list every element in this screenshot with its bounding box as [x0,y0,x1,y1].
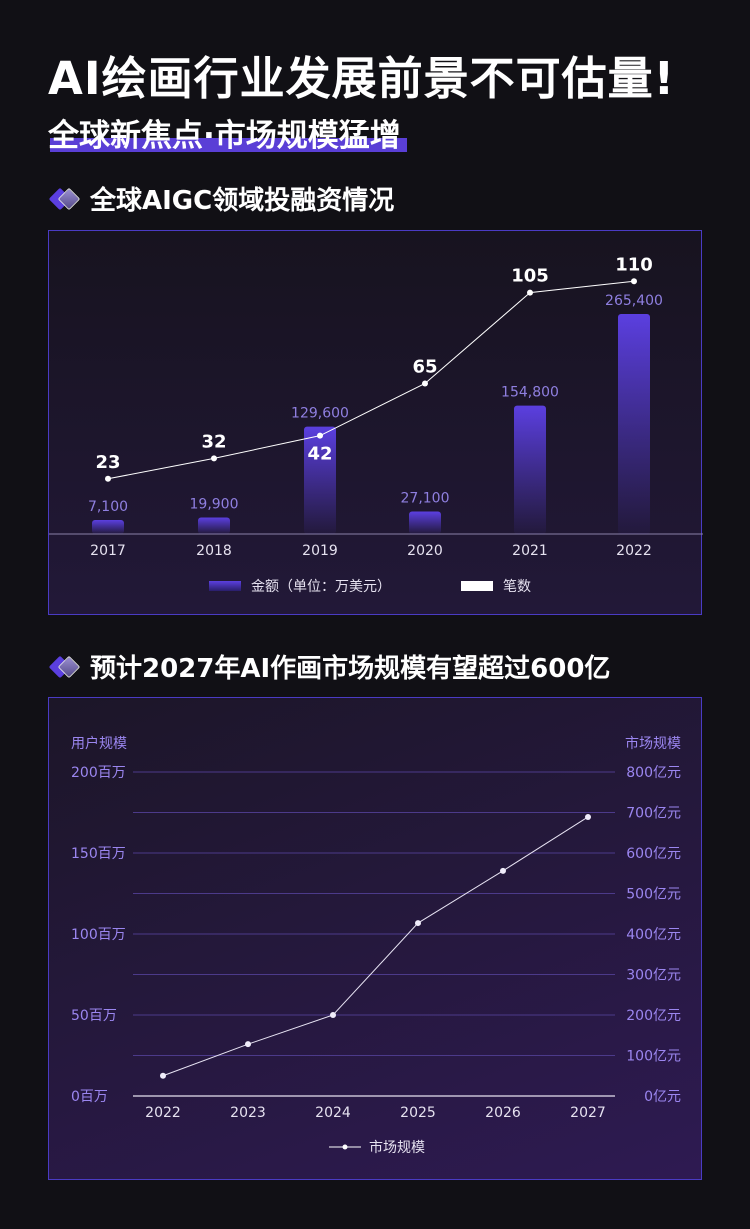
right-y-tick-label: 200亿元 [626,1008,681,1024]
left-y-tick-label: 50百万 [71,1008,117,1024]
count-label: 65 [412,356,437,377]
x-tick-label: 2025 [400,1105,436,1121]
count-point [422,380,428,387]
bar-value-label: 154,800 [501,385,559,401]
market-chart-panel: 用户规模 市场规模 0亿元 100亿元 200亿元 300亿元 400亿元 500亿元 600亿… [48,697,702,1180]
section-title: 预计2027年AI作画市场规模有望超过600亿 [90,654,611,684]
bar-value-label: 19,900 [190,497,239,513]
legend-label: 市场规模 [369,1139,425,1156]
market-chart: 用户规模 市场规模0亿元100亿元200亿元300亿元400亿元500亿元600亿… [71,735,681,1156]
count-label: 42 [307,444,332,465]
subtitle-text: 全球新焦点·市场规模猛增 [48,118,401,154]
x-tick-label: 2019 [302,543,338,559]
market-point [160,1072,166,1079]
diamond-icon [48,186,82,212]
count-label: 32 [201,431,226,452]
diamond-icon [48,654,82,680]
market-point [500,867,506,874]
investment-chart-panel: 7,100 2017 19,900 2018 129,600 2019 27,100 2020… [48,230,703,615]
x-tick-label: 2027 [570,1105,606,1121]
bar [198,517,230,534]
legend-label: 笔数 [503,579,531,595]
left-y-tick-label: 0百万 [71,1089,108,1105]
count-point [211,455,217,462]
page-title: AI绘画行业发展前景不可估量! [48,52,676,105]
count-point [527,289,533,296]
section-heading-investment: 全球AIGC领域投融资情况 [48,180,395,217]
legend-swatch-line [461,581,493,591]
x-tick-label: 2018 [196,543,232,559]
bar-value-label: 7,100 [88,499,128,515]
bar [304,426,336,534]
x-tick-label: 2023 [230,1105,266,1121]
left-axis-title: 用户规模 [71,735,127,752]
left-y-tick-label: 200百万 [71,765,126,781]
right-axis-title: 市场规模 [625,735,681,752]
count-label: 110 [615,254,653,275]
x-tick-label: 2022 [145,1105,181,1121]
investment-chart: 7,100 2017 19,900 2018 129,600 2019 27,100 2020… [49,254,703,559]
subtitle: 全球新焦点·市场规模猛增 [48,110,407,154]
section-title: 全球AIGC领域投融资情况 [90,186,395,216]
legend-marker [342,1144,348,1150]
bar [618,314,650,534]
right-y-tick-label: 400亿元 [626,927,681,943]
left-y-tick-label: 100百万 [71,927,126,943]
count-point [105,475,111,482]
legend-item-amount: 金额（单位：万美元） [209,576,391,596]
market-point [585,813,591,820]
count-label: 105 [511,266,549,287]
legend-label: 金额（单位：万美元） [251,579,391,595]
bar [92,520,124,534]
subtitle-highlight [50,138,407,152]
legend-swatch-bar [209,581,241,591]
bar-value-label: 265,400 [605,293,663,309]
count-point [631,278,637,285]
right-y-tick-label: 800亿元 [626,765,681,781]
count-label: 23 [95,452,120,473]
right-y-tick-label: 300亿元 [626,968,681,984]
x-tick-label: 2026 [485,1105,521,1121]
x-tick-label: 2020 [407,543,443,559]
count-point [317,432,323,439]
market-line [162,816,589,1077]
x-tick-label: 2021 [512,543,548,559]
right-y-tick-label: 500亿元 [626,887,681,903]
legend-item-count: 笔数 [461,576,531,596]
market-point [330,1012,336,1018]
x-tick-label: 2024 [315,1105,351,1121]
count-line [107,280,635,480]
right-y-tick-label: 100亿元 [626,1049,681,1065]
right-y-tick-label: 0亿元 [644,1089,681,1105]
bar [409,511,441,534]
bar-value-label: 129,600 [291,406,349,422]
right-y-tick-label: 600亿元 [626,846,681,862]
market-point [245,1041,251,1048]
section-heading-market: 预计2027年AI作画市场规模有望超过600亿 [48,648,611,685]
x-tick-label: 2017 [90,543,126,559]
left-y-tick-label: 150百万 [71,846,126,862]
bar [514,405,546,534]
bar-value-label: 27,100 [401,491,450,507]
market-point [415,920,421,927]
x-tick-label: 2022 [616,543,652,559]
right-y-tick-label: 700亿元 [626,806,681,822]
